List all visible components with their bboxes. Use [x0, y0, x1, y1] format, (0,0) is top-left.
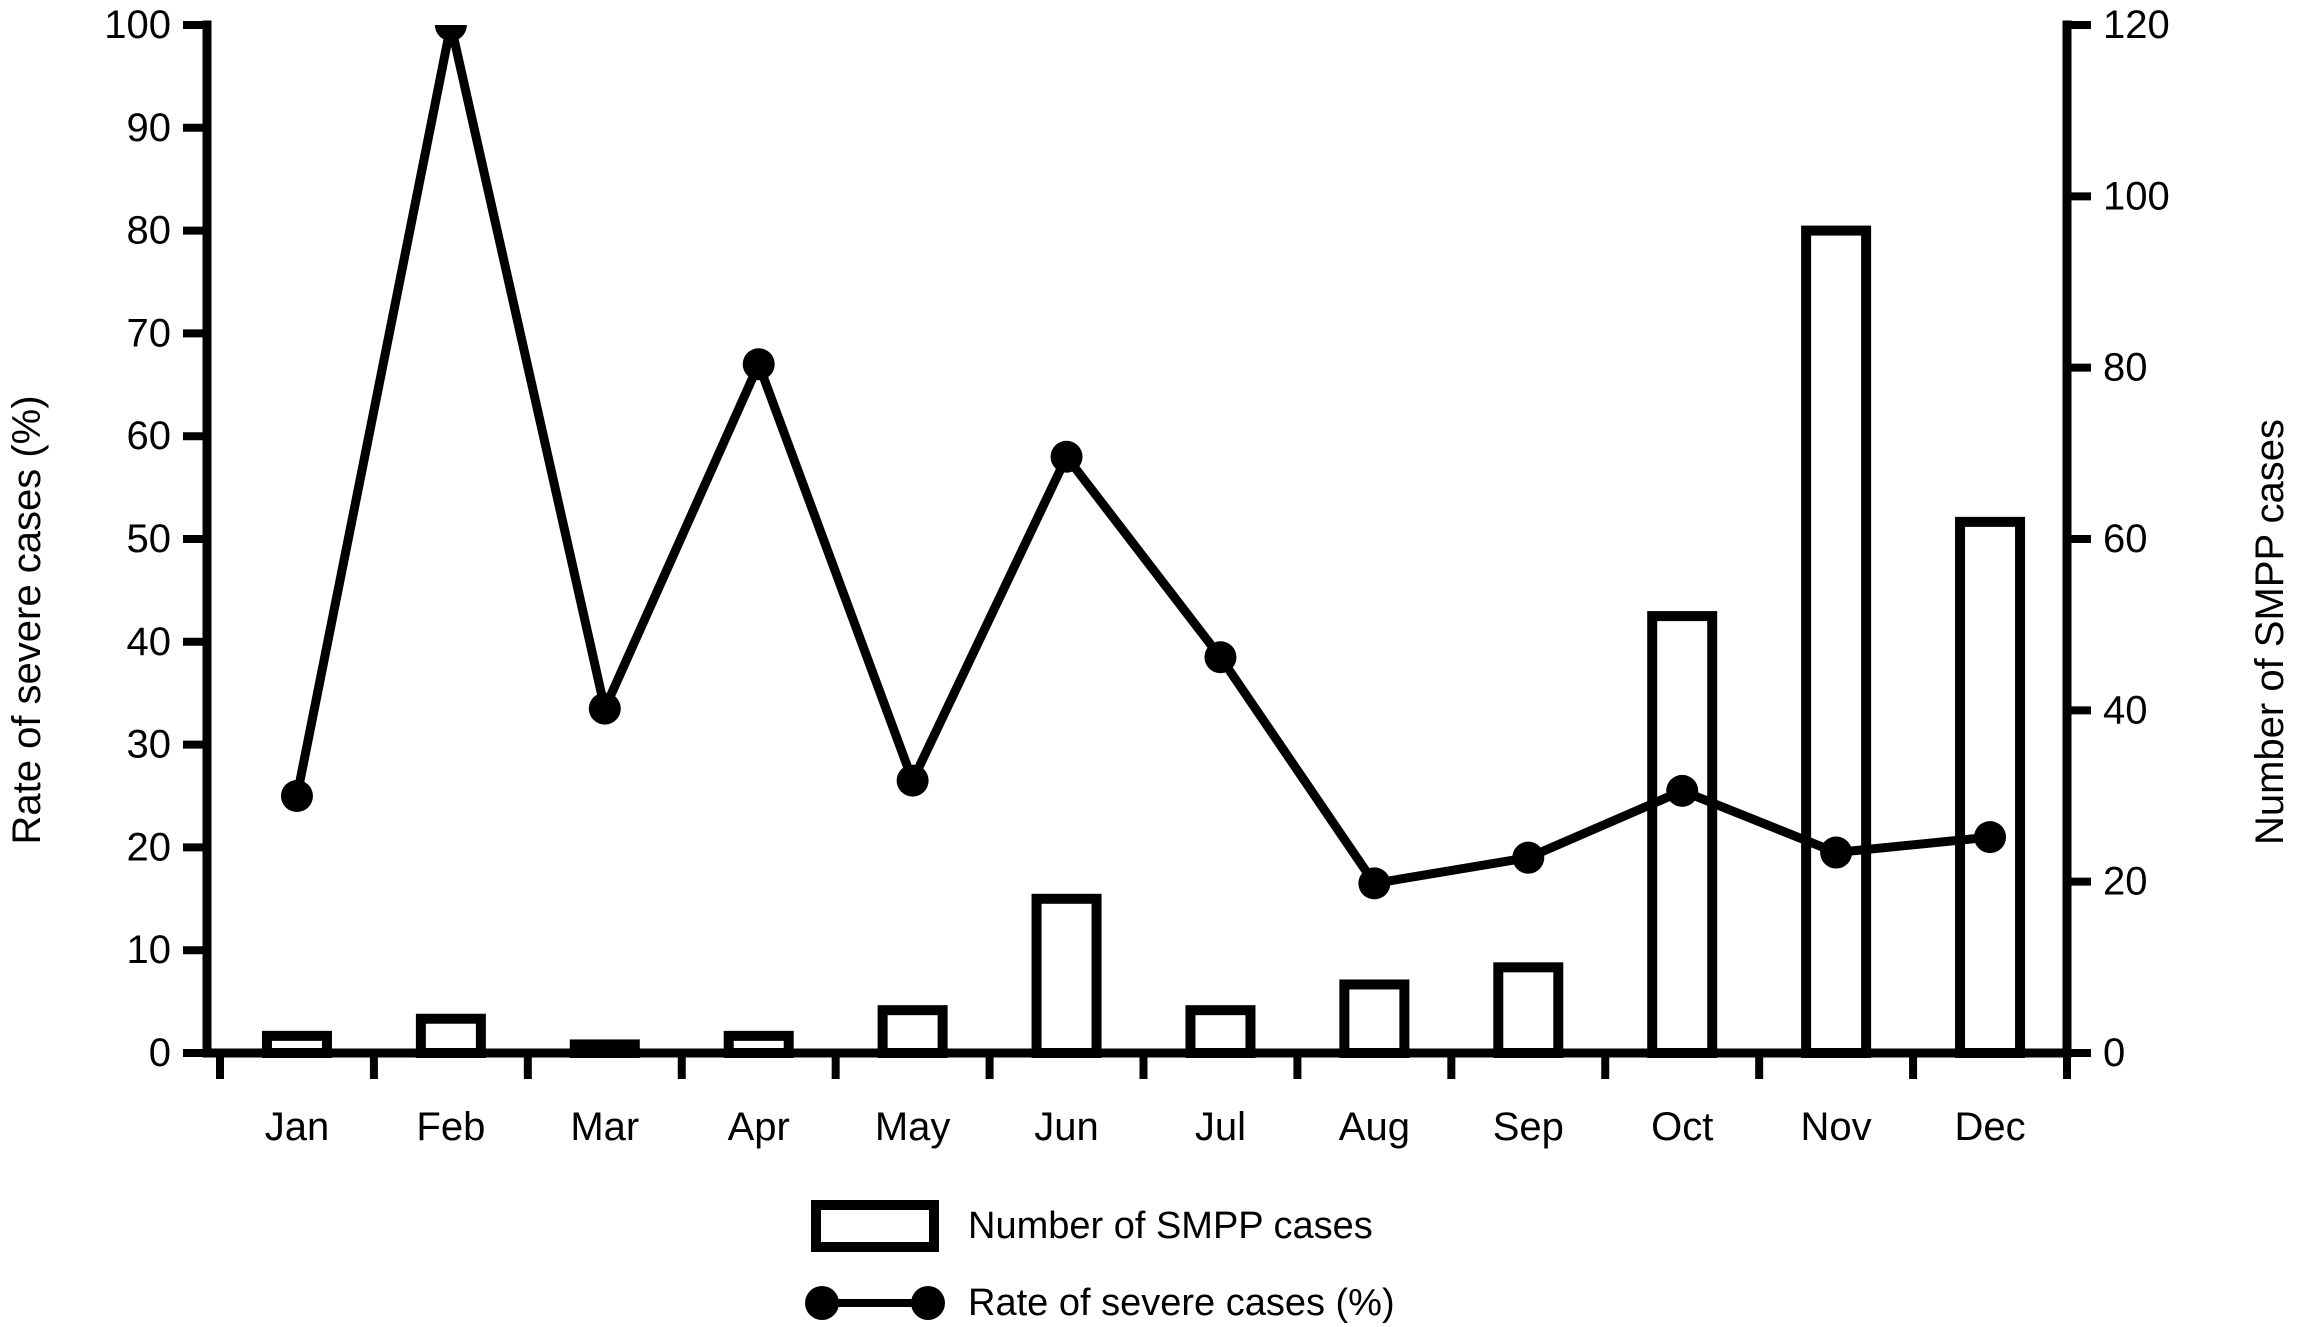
marker-apr [742, 348, 775, 381]
marker-dec [1974, 821, 2007, 854]
marker-oct [1666, 774, 1699, 807]
marker-jul [1204, 641, 1237, 674]
left-tick-label: 50 [127, 517, 172, 561]
left-tick-label: 90 [127, 106, 172, 150]
month-label-sep: Sep [1493, 1105, 1564, 1149]
month-label-aug: Aug [1339, 1105, 1410, 1149]
tick-marks [183, 21, 2091, 1079]
month-label-oct: Oct [1651, 1105, 1713, 1149]
bar-aug [1339, 979, 1410, 1059]
left-tick-label: 40 [127, 620, 172, 664]
left-tick-label: 100 [104, 3, 171, 47]
bar-feb [415, 1013, 486, 1059]
marker-nov [1820, 836, 1853, 869]
legend-bar-swatch [811, 1200, 939, 1252]
right-tick-label: 0 [2103, 1031, 2125, 1075]
bar-nov [1801, 225, 1872, 1059]
marker-mar [588, 692, 621, 725]
month-label-mar: Mar [570, 1105, 639, 1149]
bar-may [877, 1005, 948, 1059]
right-tick-label: 60 [2103, 517, 2148, 561]
marker-sep [1512, 841, 1545, 874]
line-series [280, 25, 2007, 900]
month-label-feb: Feb [416, 1105, 485, 1149]
marker-jan [280, 780, 313, 812]
legend-line-label: Rate of severe cases (%) [968, 1282, 1395, 1324]
bar-oct [1647, 611, 1718, 1058]
left-tick-label: 70 [127, 311, 172, 355]
right-tick-label: 120 [2103, 3, 2170, 47]
left-axis-title: Rate of severe cases (%) [5, 395, 49, 844]
marker-aug [1358, 867, 1391, 900]
legend-line-marker-left [805, 1286, 839, 1320]
right-tick-label: 20 [2103, 860, 2148, 904]
left-tick-label: 20 [127, 825, 172, 869]
month-label-jun: Jun [1034, 1105, 1099, 1149]
left-tick-label: 80 [127, 209, 172, 253]
bar-jun [1031, 893, 1102, 1058]
legend: Number of SMPP cases Rate of severe cases… [805, 1200, 1395, 1324]
marker-may [896, 764, 929, 797]
left-tick-label: 60 [127, 414, 172, 458]
month-label-dec: Dec [1954, 1105, 2025, 1149]
legend-bar-label: Number of SMPP cases [968, 1205, 1373, 1247]
bar-jul [1185, 1005, 1256, 1059]
right-tick-label: 40 [2103, 688, 2148, 732]
legend-line-marker-right [911, 1286, 945, 1320]
month-label-nov: Nov [1801, 1105, 1872, 1149]
bar-sep [1493, 962, 1564, 1058]
left-tick-label: 0 [149, 1031, 171, 1075]
bar-dec [1955, 516, 2026, 1058]
left-tick-label: 30 [127, 723, 172, 767]
left-tick-label: 10 [127, 928, 172, 972]
month-label-apr: Apr [728, 1105, 790, 1149]
right-tick-label: 80 [2103, 346, 2148, 390]
right-tick-label: 100 [2103, 174, 2170, 218]
marker-feb [434, 25, 467, 41]
month-label-jan: Jan [265, 1105, 330, 1149]
rate-line [292, 25, 1991, 889]
month-label-jul: Jul [1195, 1105, 1246, 1149]
month-label-may: May [875, 1105, 951, 1149]
marker-jun [1050, 440, 1083, 473]
right-axis-title: Number of SMPP cases [2248, 419, 2292, 845]
tick-labels: 0 10 20 30 40 50 60 70 80 90 100 0 20 40 60 80 100 120 Jan… [104, 3, 2170, 1149]
